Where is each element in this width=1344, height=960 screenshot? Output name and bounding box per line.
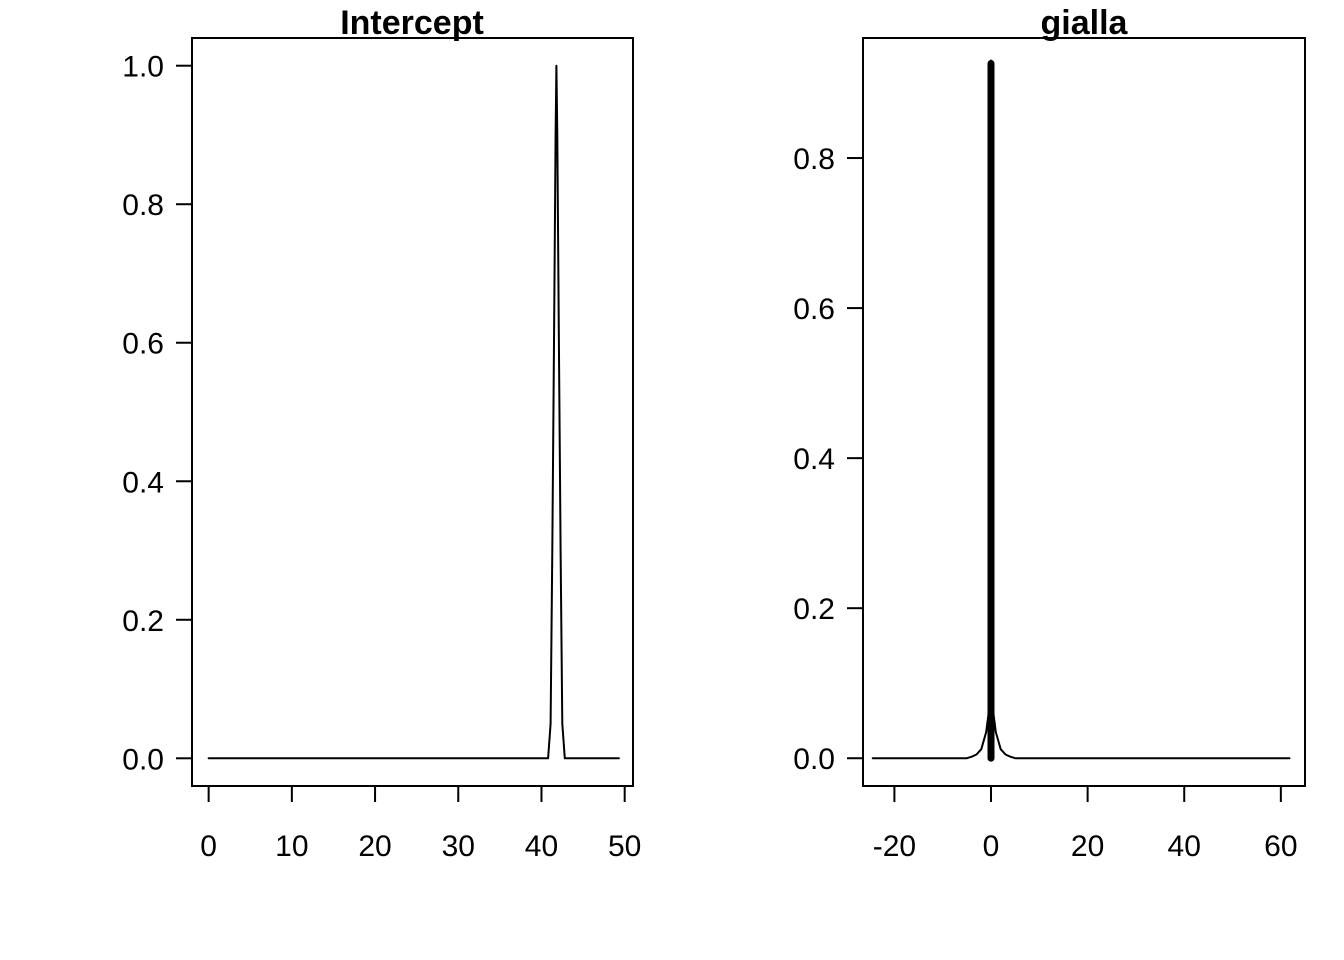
x-tick-label: 50 [608,830,641,863]
chart-title-gialla: gialla [1041,4,1129,42]
panel-gialla: gialla -20 0 20 40 60 0.0 0.2 0.4 0.6 0.8 [793,4,1306,863]
x-tick-label: 20 [358,830,391,863]
plot-frame-intercept [191,37,634,787]
x-tick-label: 40 [1168,830,1201,863]
series-group-gialla [871,59,1291,762]
x-tick-label: 0 [983,830,1000,863]
density-line-intercept-1 [207,64,620,760]
y-tick-label: 0.8 [793,143,835,176]
x-tick-label: -20 [873,830,916,863]
x-tick-label: 40 [525,830,558,863]
y-tick-label: 0.4 [122,466,164,499]
x-tick-label: 30 [442,830,475,863]
x-tick-label: 20 [1071,830,1104,863]
series-group-intercept [207,64,620,760]
y-tick-label: 0.6 [793,293,835,326]
y-tick-label: 1.0 [122,51,164,84]
panel-intercept: Intercept 0 10 20 30 40 50 0.0 0.2 0.4 0.6 0.8 1.0 [122,4,641,863]
plot-frame-gialla [862,37,1306,787]
x-axis-gialla: -20 0 20 40 60 [873,785,1298,863]
y-tick-label: 0.6 [122,328,164,361]
y-axis-gialla: 0.0 0.2 0.4 0.6 0.8 [793,143,864,776]
y-tick-label: 0.0 [122,743,164,776]
density-line-gialla-1 [871,59,1291,760]
y-tick-label: 0.4 [793,443,835,476]
y-axis-intercept: 0.0 0.2 0.4 0.6 0.8 1.0 [122,51,193,776]
y-tick-label: 0.8 [122,189,164,222]
x-tick-label: 0 [200,830,217,863]
y-tick-label: 0.2 [793,593,835,626]
y-tick-label: 0.0 [793,743,835,776]
chart-title-intercept: Intercept [340,4,484,42]
y-tick-label: 0.2 [122,605,164,638]
x-tick-label: 10 [275,830,308,863]
x-axis-intercept: 0 10 20 30 40 50 [200,785,641,863]
x-tick-label: 60 [1264,830,1297,863]
